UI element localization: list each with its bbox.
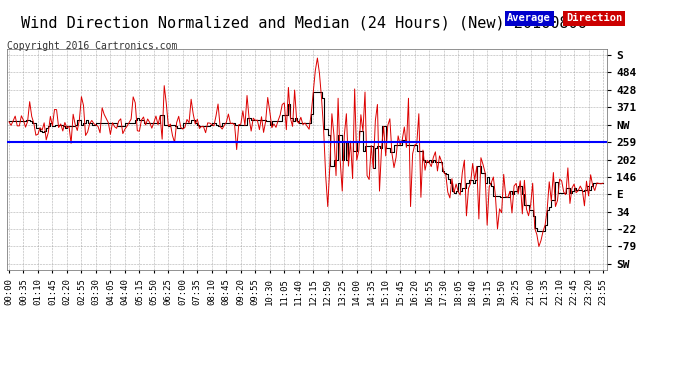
Text: Average: Average — [507, 13, 551, 23]
Text: Direction: Direction — [566, 13, 622, 23]
Text: Copyright 2016 Cartronics.com: Copyright 2016 Cartronics.com — [7, 41, 177, 51]
Text: Wind Direction Normalized and Median (24 Hours) (New) 20160806: Wind Direction Normalized and Median (24… — [21, 15, 586, 30]
